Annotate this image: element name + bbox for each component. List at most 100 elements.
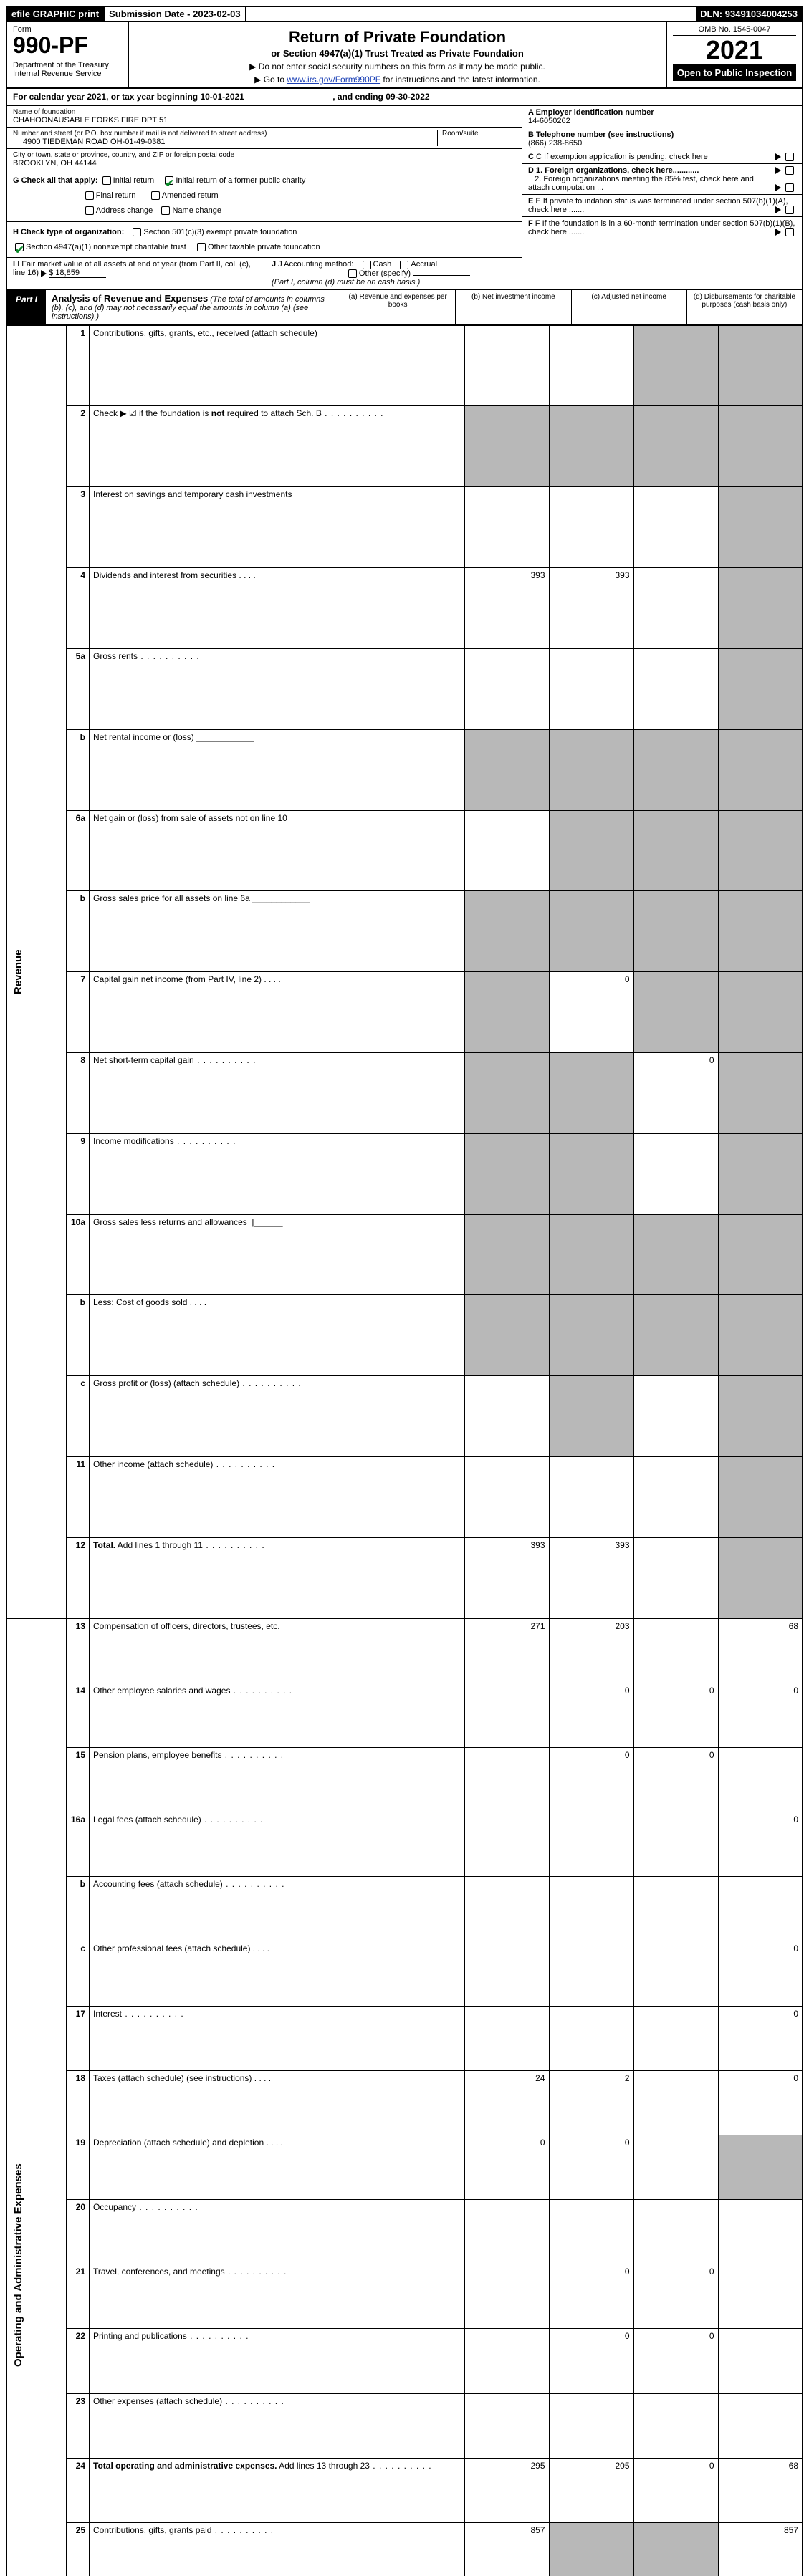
line-label: Depreciation (attach schedule) and deple… [90,2135,465,2199]
chk-501c3[interactable] [133,228,141,236]
section-E: E E If private foundation status was ter… [522,195,802,217]
chk-final-return[interactable] [85,191,94,200]
cell-a [464,1747,549,1812]
line-number: 4 [67,568,90,649]
cell-d [718,406,803,487]
chk-accrual[interactable] [400,261,408,269]
triangle-icon [775,184,781,191]
cell-b [549,1295,633,1376]
cell-b [549,1214,633,1295]
form-number: 990-PF [13,34,122,57]
cell-b [549,810,633,891]
line-label: Taxes (attach schedule) (see instruction… [90,2070,465,2135]
cell-d [718,1537,803,1618]
cell-d: 0 [718,1683,803,1747]
cell-c: 0 [633,2458,718,2522]
chk-initial-return[interactable] [102,176,111,185]
line-number: 8 [67,1052,90,1133]
dept: Department of the Treasury Internal Reve… [13,61,122,78]
cell-a [464,325,549,406]
chk-other-method[interactable] [348,269,357,278]
line-label: Total. Add lines 1 through 11 [90,1537,465,1618]
chk-initial-return-public[interactable] [165,176,173,185]
cell-a [464,972,549,1053]
cell-a [464,487,549,568]
cell-a [464,406,549,487]
line-number: 12 [67,1537,90,1618]
line-number: 22 [67,2329,90,2393]
line-label: Less: Cost of goods sold [90,1295,465,1376]
table-row: 10aGross sales less returns and allowanc… [6,1214,803,1295]
line-number: b [67,1877,90,1941]
chk-name-change[interactable] [161,206,170,215]
chk-F[interactable] [785,228,794,236]
chk-amended-return[interactable] [151,191,160,200]
line-number: 10a [67,1214,90,1295]
table-row: cOther professional fees (attach schedul… [6,1941,803,2006]
cell-a [464,2264,549,2329]
phone-row: B Telephone number (see instructions)(86… [522,128,802,150]
irs-link[interactable]: www.irs.gov/Form990PF [287,75,380,85]
cell-b [549,325,633,406]
line-number: 11 [67,1457,90,1538]
cell-c [633,1618,718,1683]
line-label: Other employee salaries and wages [90,1683,465,1747]
chk-other-taxable[interactable] [197,243,206,251]
cell-c [633,2070,718,2135]
cell-d: 0 [718,1941,803,2006]
line-label: Travel, conferences, and meetings [90,2264,465,2329]
cell-a [464,2006,549,2070]
cell-b [549,2522,633,2576]
cell-a [464,2200,549,2264]
line-label: Other income (attach schedule) [90,1457,465,1538]
cell-d: 0 [718,2006,803,2070]
cell-b: 0 [549,2264,633,2329]
info-grid: Name of foundation CHAHOONAUSABLE FORKS … [6,106,803,290]
part1-tab: Part I [7,290,46,324]
line-number: 19 [67,2135,90,2199]
form-note1: ▶ Do not enter social security numbers o… [135,62,660,72]
line-number: c [67,1376,90,1457]
cell-d [718,568,803,649]
chk-C[interactable] [785,153,794,161]
cell-b [549,1812,633,1877]
cell-c [633,2006,718,2070]
chk-E[interactable] [785,206,794,214]
cell-a: 24 [464,2070,549,2135]
info-left: Name of foundation CHAHOONAUSABLE FORKS … [7,106,522,289]
cell-c: 0 [633,1683,718,1747]
table-row: 25Contributions, gifts, grants paid85785… [6,2522,803,2576]
triangle-icon [775,229,781,236]
cell-d [718,2200,803,2264]
cell-d: 68 [718,1618,803,1683]
cell-b [549,2393,633,2458]
part1-header: Part I Analysis of Revenue and Expenses … [6,290,803,325]
dln: DLN: 93491034004253 [696,7,802,21]
cell-c [633,1941,718,2006]
chk-4947a1[interactable] [15,243,24,251]
chk-D1[interactable] [785,166,794,175]
cell-d [718,2264,803,2329]
line-number: 21 [67,2264,90,2329]
cell-b [549,648,633,729]
cell-d [718,1133,803,1214]
line-label: Contributions, gifts, grants paid [90,2522,465,2576]
line-label: Gross sales less returns and allowances … [90,1214,465,1295]
cell-d [718,2135,803,2199]
line-label: Capital gain net income (from Part IV, l… [90,972,465,1053]
cell-d [718,2393,803,2458]
line-label: Other professional fees (attach schedule… [90,1941,465,2006]
table-row: 19Depreciation (attach schedule) and dep… [6,2135,803,2199]
line-label: Other expenses (attach schedule) [90,2393,465,2458]
chk-D2[interactable] [785,183,794,192]
col-d-header: (d) Disbursements for charitable purpose… [686,290,802,324]
chk-address-change[interactable] [85,206,94,215]
open-inspection: Open to Public Inspection [673,64,796,81]
table-row: 16aLegal fees (attach schedule)0 [6,1812,803,1877]
cell-a [464,2393,549,2458]
line-number: b [67,891,90,972]
line-number: 5a [67,648,90,729]
chk-cash[interactable] [363,261,371,269]
line-number: 6a [67,810,90,891]
table-row: 4Dividends and interest from securities3… [6,568,803,649]
